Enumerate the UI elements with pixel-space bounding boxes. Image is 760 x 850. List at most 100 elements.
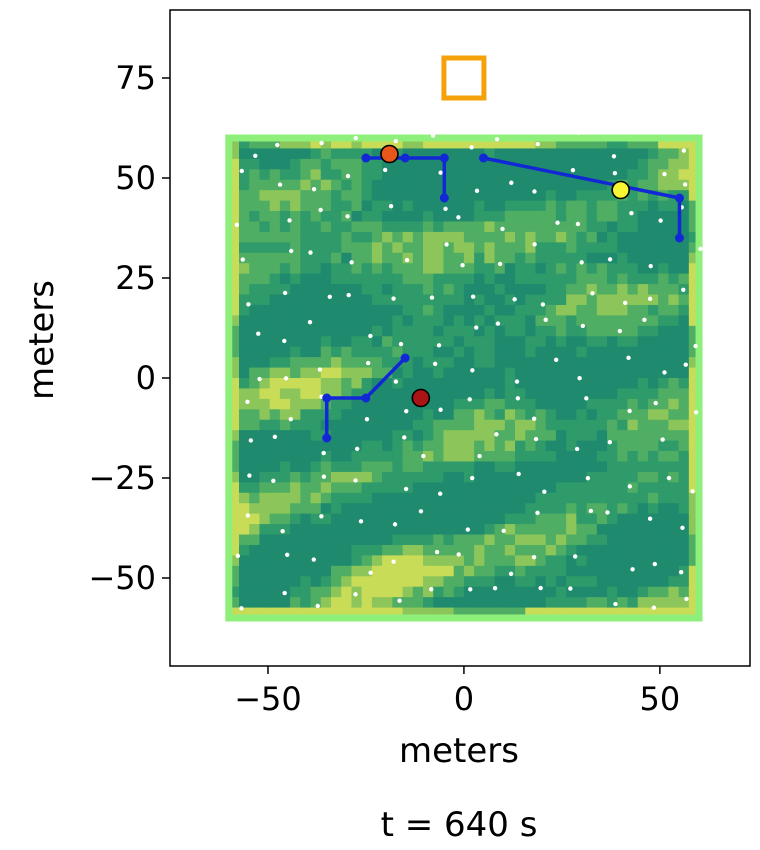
heatmap-cell	[535, 169, 547, 181]
heatmap-cell	[484, 211, 496, 223]
heatmap-cell	[249, 346, 261, 358]
heatmap-cell	[474, 430, 485, 442]
heatmap-cell	[371, 513, 383, 525]
heatmap-cell	[637, 524, 649, 536]
heatmap-cell	[331, 242, 342, 254]
heatmap-cell	[484, 284, 496, 296]
heatmap-cell	[627, 555, 639, 567]
heatmap-cell	[474, 346, 485, 358]
heatmap-cell	[545, 586, 557, 598]
heatmap-cell	[586, 179, 598, 191]
heatmap-cell	[637, 440, 649, 452]
heatmap-cell	[239, 263, 250, 275]
heatmap-cell	[412, 544, 424, 556]
heatmap-cell	[331, 336, 342, 348]
heatmap-cell	[259, 419, 271, 431]
heatmap-cell	[290, 346, 301, 358]
sensor-point	[613, 601, 618, 607]
heatmap-cell	[453, 451, 465, 463]
sensor-point	[574, 446, 580, 452]
heatmap-cell	[484, 378, 496, 390]
heatmap-cell	[617, 252, 629, 264]
heatmap-cell	[371, 190, 383, 202]
heatmap-cell	[392, 304, 404, 316]
heatmap-cell	[688, 461, 700, 473]
heatmap-cell	[300, 451, 312, 463]
heatmap-cell	[453, 357, 465, 369]
heatmap-cell	[474, 190, 485, 202]
heatmap-cell	[239, 607, 250, 619]
heatmap-cell	[259, 451, 271, 463]
heatmap-cell	[576, 471, 588, 483]
heatmap-cell	[361, 555, 373, 567]
heatmap-cell	[361, 440, 373, 452]
heatmap-cell	[310, 482, 322, 494]
heatmap-cell	[433, 607, 445, 619]
heatmap-cell	[535, 607, 547, 619]
heatmap-cell	[617, 513, 629, 525]
heatmap-cell	[515, 325, 526, 337]
heatmap-cell	[392, 378, 404, 390]
heatmap-cell	[668, 242, 680, 254]
heatmap-cell	[279, 284, 291, 296]
heatmap-cell	[637, 294, 649, 306]
heatmap-cell	[310, 586, 322, 598]
sensor-point	[436, 343, 442, 348]
heatmap-cell	[228, 284, 240, 296]
heatmap-cell	[259, 513, 271, 525]
heatmap-cell	[647, 138, 659, 150]
heatmap-cell	[607, 231, 618, 243]
heatmap-cell	[228, 419, 240, 431]
heatmap-cell	[566, 555, 577, 567]
heatmap-cell	[637, 565, 649, 577]
heatmap-cell	[566, 231, 577, 243]
heatmap-cell	[279, 388, 291, 400]
heatmap-cell	[576, 200, 588, 212]
heatmap-cell	[596, 471, 608, 483]
heatmap-cell	[525, 211, 537, 223]
heatmap-cell	[351, 430, 363, 442]
heatmap-cell	[658, 179, 669, 191]
heatmap-cell	[576, 492, 588, 504]
heatmap-cell	[249, 263, 261, 275]
heatmap-cell	[463, 597, 475, 609]
heatmap-cell	[474, 169, 485, 181]
sensor-point	[368, 333, 373, 339]
heatmap-cell	[474, 398, 485, 410]
heatmap-cell	[617, 544, 629, 556]
heatmap-cell	[382, 451, 393, 463]
sensor-point	[682, 182, 688, 187]
heatmap-cell	[678, 461, 690, 473]
heatmap-cell	[637, 158, 649, 170]
heatmap-cell	[228, 148, 240, 160]
heatmap-cell	[423, 325, 434, 337]
heatmap-cell	[545, 513, 557, 525]
sensor-point	[579, 260, 584, 265]
heatmap-cell	[596, 555, 608, 567]
heatmap-cell	[269, 346, 281, 358]
heatmap-cell	[484, 158, 496, 170]
heatmap-cell	[382, 482, 393, 494]
heatmap-cell	[627, 158, 639, 170]
heatmap-cell	[515, 211, 526, 223]
heatmap-cell	[596, 273, 608, 285]
heatmap-cell	[382, 346, 393, 358]
heatmap-cell	[504, 284, 516, 296]
heatmap-cell	[453, 482, 465, 494]
heatmap-cell	[453, 471, 465, 483]
heatmap-cell	[484, 169, 496, 181]
heatmap-cell	[239, 221, 250, 233]
heatmap-cell	[433, 263, 445, 275]
heatmap-cell	[331, 419, 342, 431]
heatmap-cell	[566, 263, 577, 275]
heatmap-cell	[402, 315, 414, 327]
heatmap-cell	[555, 158, 567, 170]
heatmap-cell	[535, 378, 547, 390]
heatmap-cell	[320, 242, 332, 254]
heatmap-cell	[463, 138, 475, 150]
heatmap-cell	[586, 544, 598, 556]
heatmap-cell	[566, 451, 577, 463]
heatmap-cell	[423, 294, 434, 306]
heatmap-cell	[351, 158, 363, 170]
heatmap-cell	[576, 513, 588, 525]
